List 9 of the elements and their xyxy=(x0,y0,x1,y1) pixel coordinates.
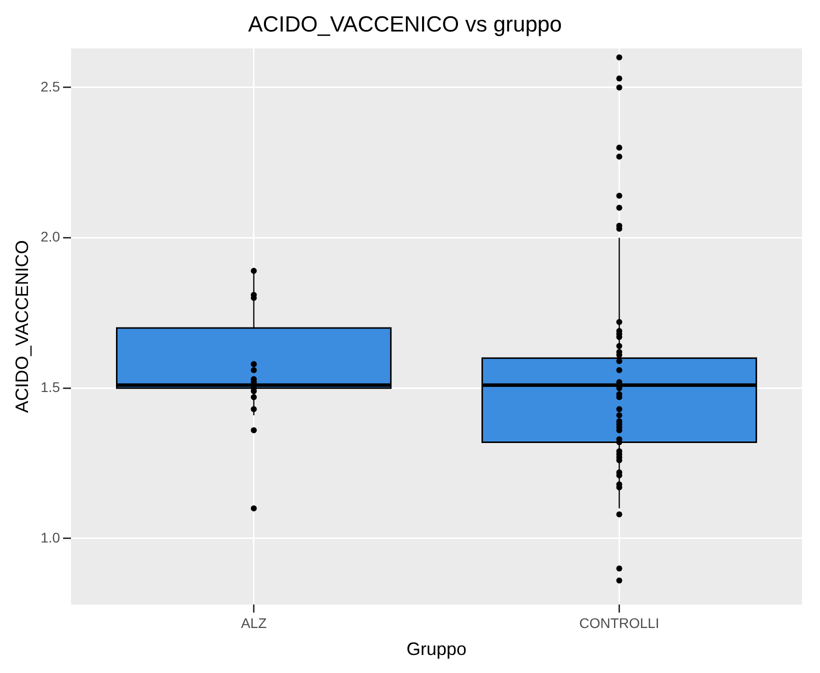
y-tick-label: 2.0 xyxy=(40,228,60,245)
x-axis-title: Gruppo xyxy=(406,639,467,660)
x-tick-label: CONTROLLI xyxy=(579,614,660,631)
y-axis-title: ACIDO_VACCENICO xyxy=(12,240,32,413)
chart-title: ACIDO_VACCENICO vs gruppo xyxy=(248,11,562,36)
y-tick-label: 1.0 xyxy=(40,529,60,546)
y-tick-label: 1.5 xyxy=(40,378,60,395)
x-tick-label: ALZ xyxy=(240,614,268,631)
y-tick-label: 2.5 xyxy=(40,78,60,94)
